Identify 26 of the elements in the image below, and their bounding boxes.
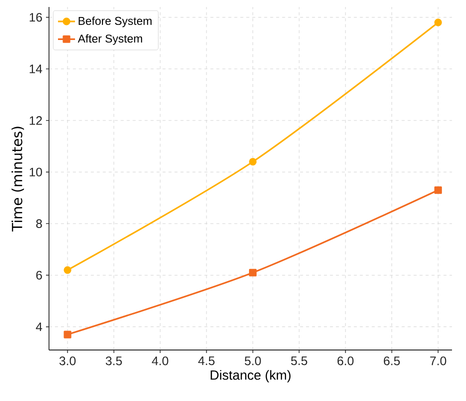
point (249, 268, 257, 276)
x-tick-label: 6.0 (338, 356, 354, 366)
x-axis-title: Distance (km) (210, 370, 291, 382)
point (64, 266, 72, 274)
y-tick-label: 6 (36, 270, 42, 280)
x-tick-label: 4.5 (198, 356, 215, 366)
x-tick-label: 6.5 (384, 356, 400, 366)
x-tick-label: 5.5 (291, 356, 308, 366)
x-tick-label: 3.0 (59, 356, 76, 366)
point (434, 186, 442, 194)
y-axis-title: Time (minutes) (12, 126, 24, 232)
x-tick-label: 3.5 (106, 356, 122, 366)
legend-label: Before System (78, 16, 152, 28)
y-tick-label: 10 (30, 168, 42, 176)
x-tick-label: 7.0 (430, 356, 446, 366)
y-tick-label: 16 (30, 12, 42, 22)
x-tick-label: 4.0 (152, 356, 168, 366)
y-tick-label: 8 (36, 219, 42, 228)
legend-label: After System (78, 34, 142, 45)
point (249, 158, 257, 166)
point (64, 330, 72, 338)
y-tick-label: 4 (36, 322, 42, 332)
point (434, 18, 442, 26)
y-tick-label: 12 (30, 116, 42, 125)
y-tick-label: 14 (30, 64, 42, 74)
x-tick-label: 5.0 (244, 356, 261, 366)
